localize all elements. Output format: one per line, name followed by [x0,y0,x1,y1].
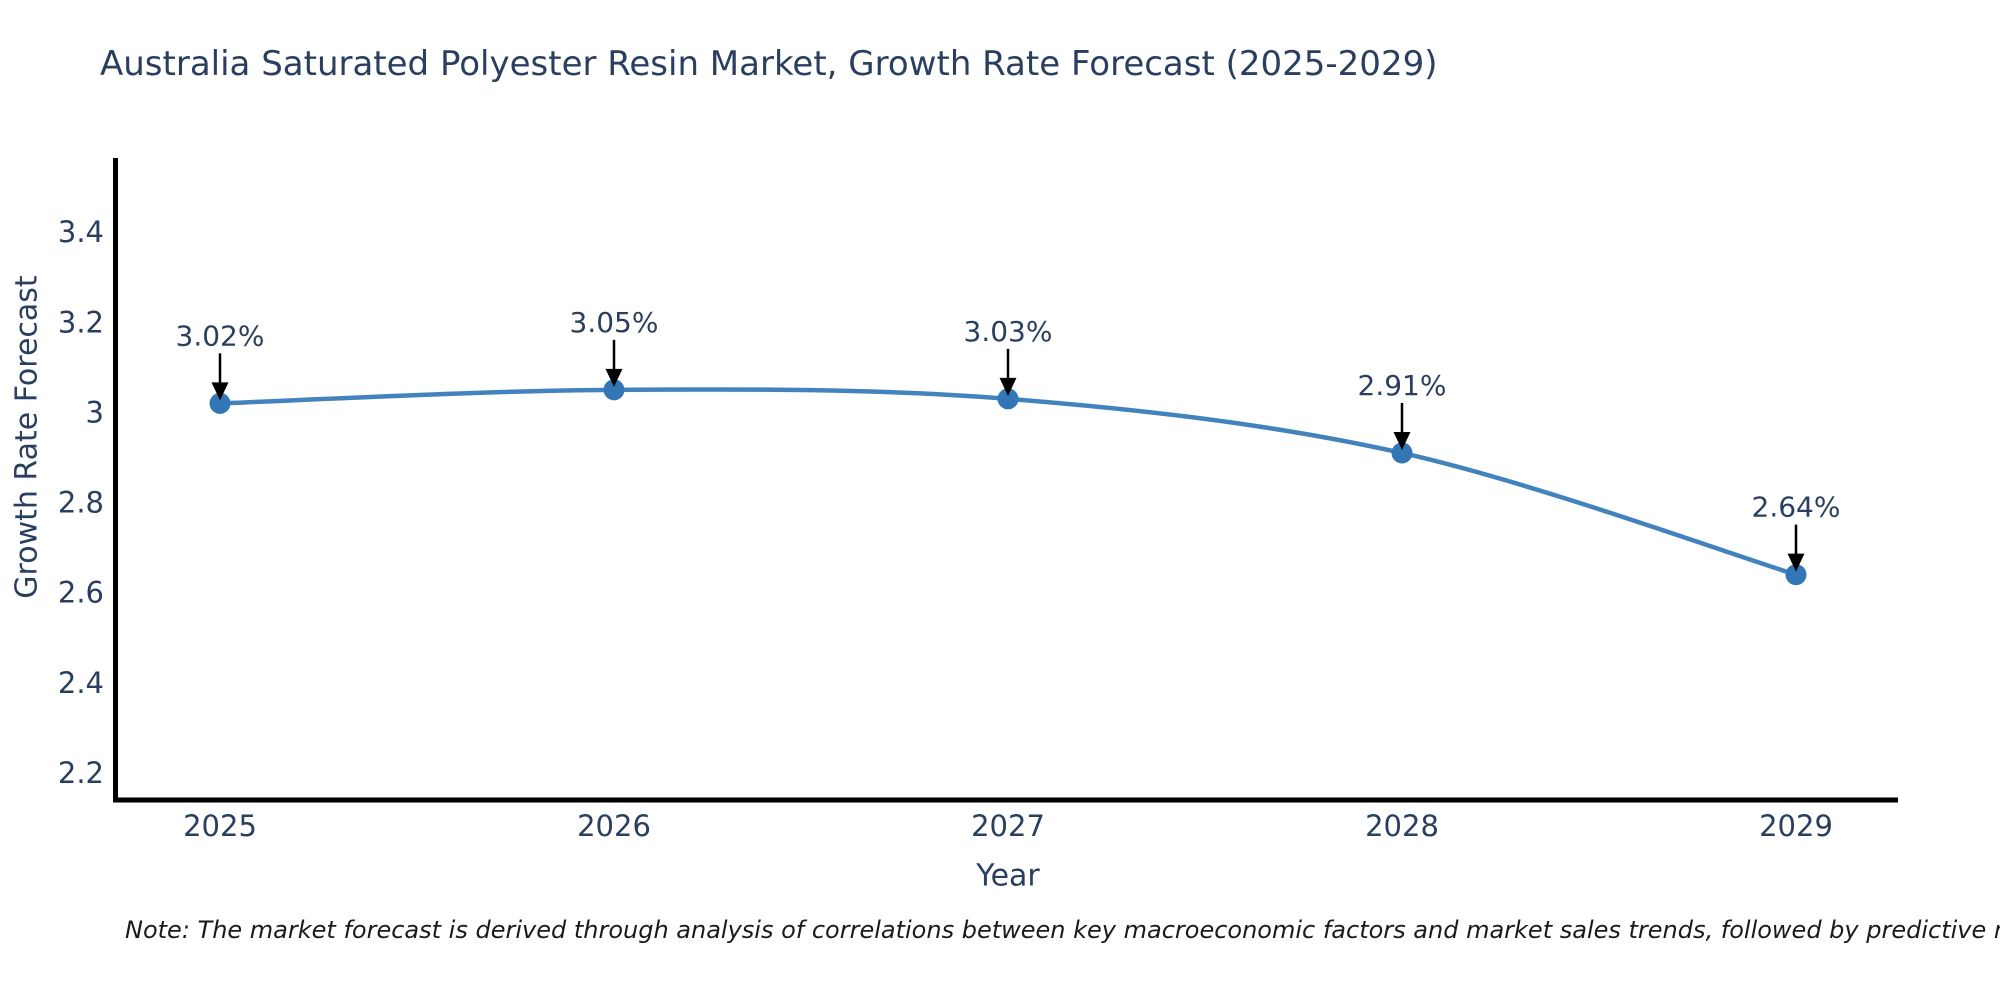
y-axis-title: Growth Rate Forecast [10,275,45,599]
y-tick-label: 2.4 [58,666,104,700]
data-point-label: 2.91% [1358,369,1447,402]
data-point-label: 3.03% [964,315,1053,348]
data-point [209,392,231,414]
data-point [603,379,625,401]
annotation-arrowhead-icon [1393,431,1411,450]
annotation-arrowhead-icon [1787,553,1805,572]
footnote: Note: The market forecast is derived thr… [125,916,2000,944]
y-tick-label: 3.2 [58,305,104,339]
data-point-label: 3.02% [176,319,265,352]
x-tick-label: 2028 [1365,809,1439,843]
x-axis-title: Year [975,859,1040,894]
chart-title: Australia Saturated Polyester Resin Mark… [100,44,1438,84]
y-tick-label: 2.2 [58,756,104,790]
y-tick-label: 2.6 [58,576,104,610]
annotation-arrowhead-icon [999,377,1017,396]
y-tick-label: 3 [86,395,104,429]
data-point [997,388,1019,410]
x-tick-label: 2026 [577,809,651,843]
x-tick-label: 2025 [183,809,257,843]
x-tick-label: 2029 [1759,809,1833,843]
y-tick-label: 3.4 [58,215,104,249]
annotation-arrowhead-icon [605,368,623,387]
trend-line [219,387,1797,577]
y-tick-label: 2.8 [58,486,104,520]
data-point-label: 3.05% [570,306,659,339]
data-point [1785,564,1807,586]
x-tick-label: 2027 [971,809,1045,843]
data-point-label: 2.64% [1752,491,1841,524]
data-point [1391,442,1413,464]
annotation-arrowhead-icon [211,382,229,401]
